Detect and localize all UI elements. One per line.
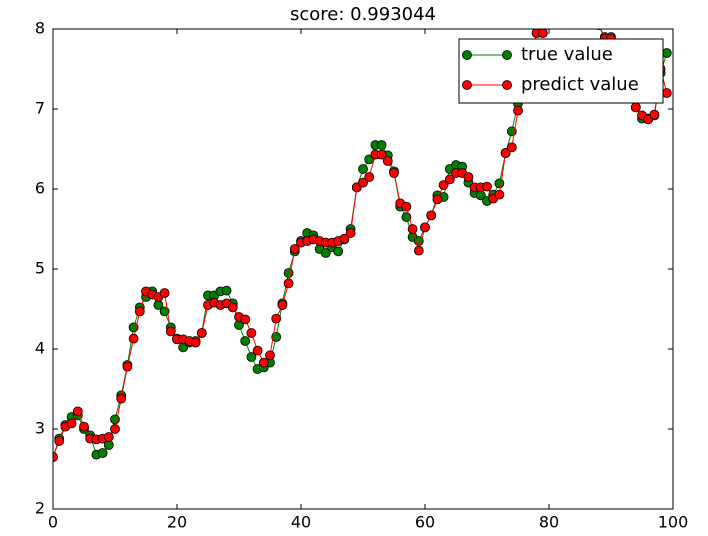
x-tick-label: 60: [415, 513, 435, 532]
data-point: [537, 29, 548, 38]
data-point: [333, 246, 344, 257]
data-point: [376, 149, 387, 160]
data-point: [54, 436, 65, 446]
data-point: [320, 248, 331, 258]
data-point: [190, 337, 201, 348]
data-point: [420, 222, 430, 233]
data-point: [66, 418, 77, 429]
legend-label: predict value: [521, 74, 639, 95]
y-tick-label: 3: [35, 419, 45, 438]
data-point: [72, 406, 83, 417]
x-tick-label: 100: [658, 513, 689, 532]
data-point: [246, 328, 257, 338]
data-point: [165, 326, 176, 337]
data-point: [221, 285, 232, 296]
data-point: [110, 424, 120, 434]
data-point: [389, 168, 399, 178]
data-point: [103, 432, 114, 442]
y-tick-label: 2: [35, 499, 45, 518]
y-tick-label: 6: [35, 179, 45, 198]
data-point: [240, 336, 251, 346]
y-tick-label: 7: [35, 99, 45, 118]
x-tick-label: 0: [48, 513, 58, 532]
x-tick-label: 40: [291, 513, 311, 532]
data-point: [500, 148, 511, 158]
data-point: [339, 233, 350, 244]
data-point: [97, 448, 108, 458]
data-point: [159, 288, 170, 298]
legend-marker: [502, 50, 512, 60]
y-tick-label: 4: [35, 339, 45, 358]
data-point: [79, 421, 89, 432]
data-point: [649, 109, 660, 120]
data-point: [513, 105, 523, 116]
data-point: [661, 88, 672, 98]
data-point: [463, 172, 474, 182]
legend-marker: [502, 80, 512, 90]
data-point: [364, 172, 375, 182]
x-tick-label: 20: [167, 513, 187, 532]
data-point: [128, 333, 139, 344]
data-point: [661, 48, 672, 58]
legend-marker: [462, 80, 472, 90]
y-tick-label: 8: [35, 19, 45, 38]
data-point: [482, 181, 492, 192]
chart-title: score: 0.993044: [290, 4, 436, 25]
data-point: [227, 302, 238, 313]
data-point: [289, 244, 300, 254]
data-point: [358, 164, 368, 174]
data-point: [401, 201, 412, 212]
data-point: [283, 268, 294, 278]
data-point: [407, 224, 418, 234]
legend: true value predict value: [458, 38, 664, 104]
x-tick-label: 80: [539, 513, 559, 532]
y-tick-label: 5: [35, 259, 45, 278]
data-point: [494, 189, 505, 200]
data-point: [382, 156, 393, 166]
data-point: [196, 328, 207, 338]
data-point: [376, 140, 387, 150]
data-point: [358, 177, 368, 188]
data-point: [630, 102, 641, 113]
data-point: [426, 210, 437, 221]
data-point: [116, 393, 127, 404]
data-point: [277, 300, 288, 310]
legend-marker: [462, 50, 472, 60]
data-point: [122, 361, 133, 372]
data-point: [283, 278, 294, 289]
data-point: [271, 313, 282, 324]
data-point: [265, 350, 275, 361]
data-point: [240, 314, 251, 325]
data-point: [110, 414, 120, 425]
legend-label: true value: [521, 44, 613, 65]
data-point: [258, 357, 269, 368]
data-point: [53, 452, 58, 462]
data-point: [506, 142, 517, 153]
data-point: [246, 352, 257, 362]
data-point: [494, 178, 505, 189]
legend-box: [458, 38, 664, 104]
data-point: [345, 228, 356, 238]
data-point: [444, 174, 455, 185]
data-point: [432, 194, 443, 205]
data-point: [252, 345, 263, 356]
data-point: [134, 306, 145, 317]
data-point: [413, 245, 424, 256]
data-point: [438, 180, 449, 190]
